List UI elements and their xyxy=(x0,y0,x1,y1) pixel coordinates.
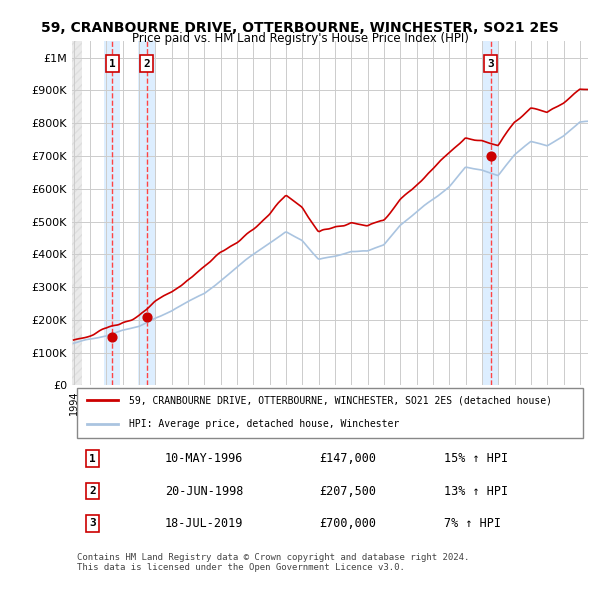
Point xyxy=(142,313,151,322)
Text: 59, CRANBOURNE DRIVE, OTTERBOURNE, WINCHESTER, SO21 2ES (detached house): 59, CRANBOURNE DRIVE, OTTERBOURNE, WINCH… xyxy=(129,395,552,405)
Bar xyxy=(139,41,155,385)
Point xyxy=(107,333,117,342)
Text: 15% ↑ HPI: 15% ↑ HPI xyxy=(443,452,508,465)
Text: Contains HM Land Registry data © Crown copyright and database right 2024.
This d: Contains HM Land Registry data © Crown c… xyxy=(77,552,470,572)
Text: 59, CRANBOURNE DRIVE, OTTERBOURNE, WINCHESTER, SO21 2ES: 59, CRANBOURNE DRIVE, OTTERBOURNE, WINCH… xyxy=(41,21,559,35)
Text: HPI: Average price, detached house, Winchester: HPI: Average price, detached house, Winc… xyxy=(129,419,399,429)
Bar xyxy=(482,41,499,385)
Text: £700,000: £700,000 xyxy=(320,517,377,530)
Text: 2: 2 xyxy=(143,58,150,68)
Text: 7% ↑ HPI: 7% ↑ HPI xyxy=(443,517,500,530)
Text: Price paid vs. HM Land Registry's House Price Index (HPI): Price paid vs. HM Land Registry's House … xyxy=(131,32,469,45)
Point xyxy=(486,151,496,160)
FancyBboxPatch shape xyxy=(77,388,583,438)
Text: 20-JUN-1998: 20-JUN-1998 xyxy=(165,484,243,497)
Bar xyxy=(104,41,121,385)
Text: 13% ↑ HPI: 13% ↑ HPI xyxy=(443,484,508,497)
Bar xyxy=(72,41,82,385)
Text: 1: 1 xyxy=(89,454,96,464)
Text: £207,500: £207,500 xyxy=(320,484,377,497)
Text: 18-JUL-2019: 18-JUL-2019 xyxy=(165,517,243,530)
Text: 1: 1 xyxy=(109,58,116,68)
Text: £147,000: £147,000 xyxy=(320,452,377,465)
Text: 2: 2 xyxy=(89,486,96,496)
Text: 3: 3 xyxy=(89,519,96,528)
Text: 10-MAY-1996: 10-MAY-1996 xyxy=(165,452,243,465)
Text: 3: 3 xyxy=(487,58,494,68)
